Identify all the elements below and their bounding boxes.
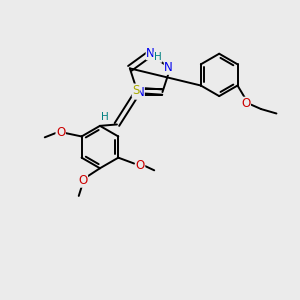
Text: N: N <box>164 61 173 74</box>
Text: O: O <box>241 97 250 110</box>
Text: H: H <box>154 52 162 62</box>
Text: O: O <box>56 126 65 140</box>
Text: H: H <box>101 112 108 122</box>
Text: N: N <box>146 46 155 60</box>
Text: N: N <box>136 86 144 99</box>
Text: O: O <box>136 159 145 172</box>
Text: S: S <box>132 84 140 97</box>
Text: O: O <box>78 174 88 187</box>
